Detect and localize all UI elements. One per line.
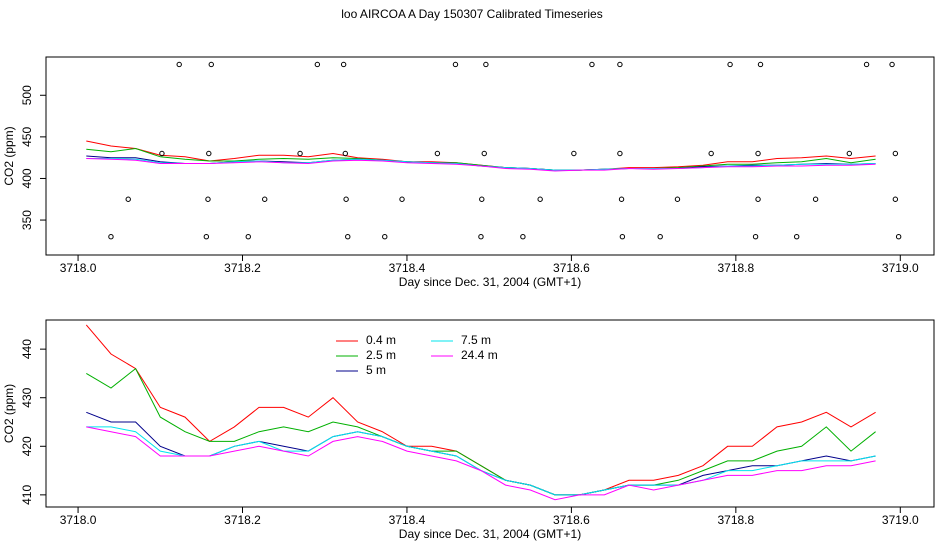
calibration-point [314, 61, 321, 68]
calibration-point [203, 233, 210, 240]
y-tick-label: 400 [20, 168, 34, 188]
x-tick-label: 3718.6 [553, 513, 590, 527]
calibration-point [755, 196, 761, 202]
legend-label: 7.5 m [461, 333, 491, 347]
calibration-point [617, 61, 623, 68]
calibration-point [589, 61, 595, 68]
calibration-point [657, 233, 663, 240]
x-tick-label: 3718.8 [717, 513, 754, 527]
series-line [86, 147, 876, 171]
x-tick-label: 3718.6 [553, 261, 590, 275]
series-line [86, 367, 876, 496]
calibration-point [343, 196, 349, 202]
y-axis-label: CO2 (ppm) [2, 126, 16, 185]
y-axis-label: CO2 (ppm) [2, 384, 16, 443]
x-tick-label: 3718.2 [224, 261, 261, 275]
calibration-point [479, 196, 485, 202]
calibration-point [727, 61, 733, 68]
calibration-point [812, 196, 819, 202]
calibration-point [176, 61, 182, 68]
chart-title: loo AIRCOA A Day 150307 Calibrated Times… [341, 7, 602, 21]
calibration-point [434, 150, 441, 157]
calibration-point [618, 196, 625, 202]
x-tick-label: 3718.4 [389, 513, 426, 527]
calibration-point [863, 61, 870, 68]
y-tick-label: 410 [20, 485, 34, 505]
y-tick-label: 450 [20, 127, 34, 147]
calibration-point [483, 61, 489, 68]
calibration-point [478, 233, 484, 240]
x-tick-label: 3718.0 [60, 513, 97, 527]
x-tick-label: 3719.0 [882, 261, 919, 275]
calibration-point [452, 61, 459, 68]
plot-frame [45, 56, 935, 256]
x-tick-label: 3719.0 [882, 513, 919, 527]
x-tick-label: 3718.4 [389, 261, 426, 275]
calibration-point [208, 61, 214, 68]
x-axis-label: Day since Dec. 31, 2004 (GMT+1) [399, 275, 581, 289]
calibration-point [537, 196, 543, 202]
y-tick-label: 500 [20, 85, 34, 105]
calibration-point [159, 150, 165, 157]
calibration-point [892, 150, 899, 157]
legend-label: 5 m [366, 363, 386, 377]
plot-frame [45, 319, 935, 508]
x-tick-label: 3718.8 [717, 261, 754, 275]
calibration-point [481, 150, 487, 157]
calibration-point [125, 196, 131, 202]
calibration-point [755, 150, 761, 157]
calibration-point [340, 61, 347, 68]
calibration-point [206, 150, 212, 157]
y-tick-label: 430 [20, 387, 34, 407]
calibration-point [245, 233, 251, 240]
calibration-point [345, 233, 351, 240]
x-tick-label: 3718.2 [224, 513, 261, 527]
calibration-point [108, 233, 114, 240]
calibration-point [205, 196, 211, 202]
calibration-point [571, 150, 577, 157]
calibration-point [889, 61, 895, 68]
calibration-point [793, 233, 800, 240]
series-line [86, 426, 876, 501]
legend-label: 2.5 m [366, 348, 396, 362]
calibration-point [297, 150, 303, 157]
legend-label: 0.4 m [366, 333, 396, 347]
calibration-point [846, 150, 853, 157]
calibration-point [674, 196, 681, 202]
x-axis-label: Day since Dec. 31, 2004 (GMT+1) [399, 527, 581, 541]
x-tick-label: 3718.0 [60, 261, 97, 275]
calibration-point [757, 61, 764, 68]
y-tick-label: 420 [20, 436, 34, 456]
calibration-point [399, 196, 405, 202]
calibration-point [262, 196, 268, 202]
series-line [86, 411, 876, 496]
calibration-point [520, 233, 526, 240]
calibration-point [892, 196, 899, 202]
calibration-point [708, 150, 714, 157]
series-line [86, 158, 876, 172]
y-tick-label: 440 [20, 339, 34, 359]
y-tick-label: 350 [20, 210, 34, 230]
calibration-point [617, 150, 623, 157]
calibration-point [342, 150, 348, 157]
calibration-point [752, 233, 759, 240]
legend-label: 24.4 m [461, 348, 498, 362]
calibration-point [619, 233, 626, 240]
calibration-point [895, 233, 902, 240]
calibration-point [382, 233, 388, 240]
